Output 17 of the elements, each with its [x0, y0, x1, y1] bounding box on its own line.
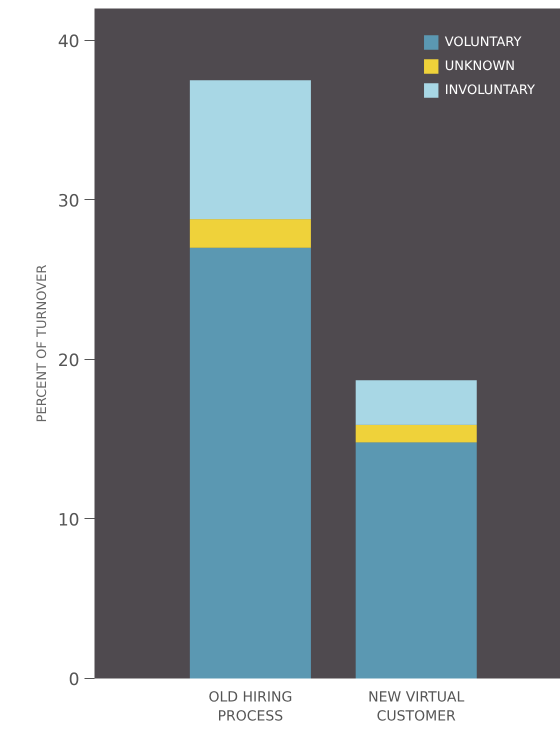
y-tick-label: 40: [58, 32, 80, 52]
bar: [356, 380, 477, 425]
x-tick-label: OLD HIRING PROCESS: [208, 690, 292, 725]
y-tick-label: 10: [58, 510, 80, 530]
legend-label: VOLUNTARY: [444, 34, 522, 50]
legend-label: INVOLUNTARY: [444, 82, 535, 98]
x-tick-label: NEW VIRTUAL CUSTOMER: [368, 690, 465, 725]
legend-label: UNKNOWN: [444, 58, 516, 74]
bar: [356, 424, 477, 442]
y-axis-title: PERCENT OF TURNOVER: [34, 264, 50, 422]
y-tick-label: 20: [58, 350, 80, 371]
y-tick-label: 0: [68, 670, 80, 690]
bar: [356, 442, 477, 678]
bar: [190, 80, 311, 220]
y-tick-label: 30: [58, 191, 80, 212]
bar: [190, 248, 311, 678]
bar: [190, 219, 311, 248]
